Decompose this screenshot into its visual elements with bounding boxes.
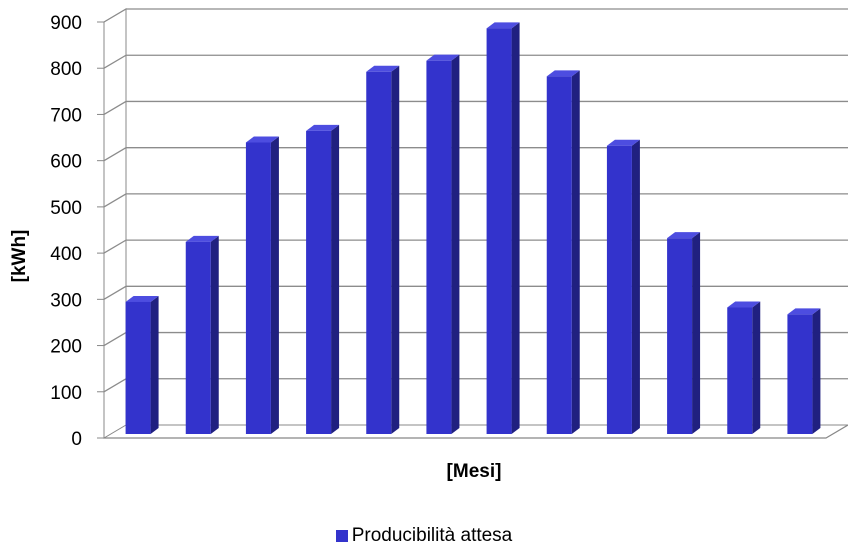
bar-front bbox=[306, 130, 332, 434]
bar-side bbox=[812, 308, 821, 434]
bar-top bbox=[486, 22, 520, 29]
y-tick-label: 400 bbox=[50, 244, 82, 265]
y-tick-labels: 0 100 200 300 400 500 600 700 800 900 bbox=[50, 13, 82, 450]
y-tick-label: 600 bbox=[50, 152, 82, 173]
bar-front bbox=[727, 307, 753, 434]
bar bbox=[606, 139, 640, 435]
floor-edge bbox=[104, 424, 848, 439]
bar-top bbox=[546, 70, 580, 77]
bar bbox=[306, 124, 340, 434]
bar bbox=[245, 136, 279, 434]
bar-side bbox=[210, 235, 219, 434]
bar-side bbox=[451, 54, 460, 434]
bar-front bbox=[606, 145, 632, 435]
bar-top bbox=[426, 54, 460, 61]
bar bbox=[546, 70, 580, 434]
bar-top bbox=[366, 65, 400, 72]
bar bbox=[486, 22, 520, 434]
bars bbox=[125, 22, 821, 435]
y-tick-label: 0 bbox=[71, 429, 82, 450]
bar-side bbox=[752, 301, 761, 434]
bar-side bbox=[391, 65, 400, 434]
bar-front bbox=[426, 60, 452, 434]
bar-side bbox=[270, 136, 279, 434]
bar bbox=[125, 295, 159, 434]
bar-top bbox=[727, 301, 761, 308]
bar-side bbox=[571, 70, 580, 434]
y-tick-label: 800 bbox=[50, 59, 82, 80]
bar-top bbox=[125, 295, 159, 302]
bar-front bbox=[546, 76, 572, 434]
bar-top bbox=[185, 235, 219, 242]
y-tick-label: 300 bbox=[50, 290, 82, 311]
bar-side bbox=[692, 232, 701, 434]
y-tick-label: 100 bbox=[50, 383, 82, 404]
bar bbox=[727, 301, 761, 434]
bar-front bbox=[667, 238, 693, 434]
legend: Producibilità attesa bbox=[0, 525, 848, 547]
bar-front bbox=[486, 28, 512, 434]
gridline bbox=[103, 8, 848, 23]
bar-side bbox=[150, 295, 159, 434]
y-tick-label: 900 bbox=[50, 13, 82, 34]
legend-label: Producibilità attesa bbox=[351, 525, 513, 546]
bar-top bbox=[787, 308, 821, 315]
y-axis-title: [kWh] bbox=[9, 230, 30, 283]
y-tick-label: 200 bbox=[50, 337, 82, 358]
bar bbox=[185, 235, 219, 434]
bar bbox=[667, 232, 701, 434]
bar-front bbox=[125, 301, 151, 434]
bar-top bbox=[306, 124, 340, 131]
bar-top bbox=[245, 136, 279, 143]
gridline bbox=[103, 193, 848, 208]
bar-front bbox=[787, 314, 813, 434]
bar-front bbox=[185, 241, 211, 434]
bar bbox=[366, 65, 400, 434]
legend-swatch bbox=[335, 530, 348, 542]
bar-chart: 0 100 200 300 400 500 600 700 800 900 [kWh] [Mesi… bbox=[9, 8, 848, 482]
bar bbox=[426, 54, 460, 434]
bar-front bbox=[245, 142, 271, 434]
bar bbox=[787, 308, 821, 434]
x-axis-title: [Mesi] bbox=[447, 461, 502, 482]
bar-side bbox=[331, 124, 340, 434]
gridline bbox=[103, 100, 848, 116]
bar-side bbox=[631, 139, 640, 435]
bar-top bbox=[606, 139, 640, 146]
y-tick-label: 700 bbox=[50, 105, 82, 126]
gridline bbox=[103, 147, 848, 162]
gridline bbox=[103, 54, 848, 69]
bar-front bbox=[366, 71, 392, 434]
bar-top bbox=[667, 232, 701, 239]
side-wall bbox=[103, 8, 127, 439]
bar-side bbox=[511, 22, 520, 434]
y-tick-label: 500 bbox=[50, 198, 82, 219]
